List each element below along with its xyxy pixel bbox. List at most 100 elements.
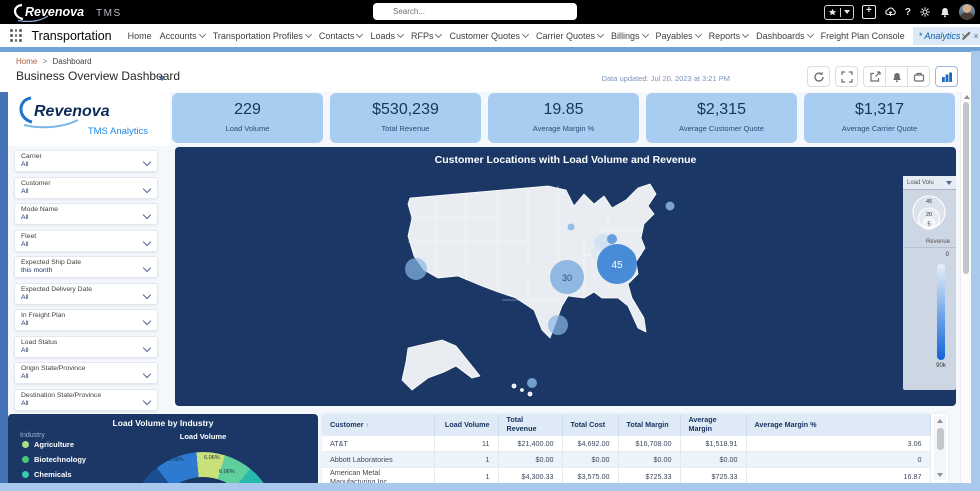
favorites-caret-icon[interactable] xyxy=(841,10,853,14)
guidance-icon[interactable] xyxy=(884,6,897,18)
notifications-bell-icon[interactable] xyxy=(939,6,951,18)
col-total-cost[interactable]: Total Cost xyxy=(562,414,619,435)
table-scrollbar[interactable] xyxy=(934,416,946,480)
page-scrollbar-vertical[interactable] xyxy=(971,51,980,491)
nav-item-dashboards[interactable]: Dashboards xyxy=(756,31,814,41)
scrollbar-thumb[interactable] xyxy=(936,428,944,450)
save-button[interactable] xyxy=(907,66,930,87)
legend-item-biotechnology[interactable]: Biotechnology xyxy=(22,455,86,464)
app-launcher-waffle-icon[interactable] xyxy=(10,29,22,42)
data-updated-timestamp: Data updated: Jul 20, 2023 at 3:21 PM xyxy=(601,74,730,83)
sidebar-logo-card: Revenova TMS Analytics xyxy=(8,92,170,146)
fullscreen-button[interactable] xyxy=(835,66,858,87)
filter-mode-name[interactable]: Mode Name All xyxy=(14,203,158,225)
scrollbar-thumb[interactable] xyxy=(963,102,969,274)
legend-dot xyxy=(22,456,29,463)
chevron-down-icon xyxy=(521,30,530,39)
chevron-down-icon xyxy=(435,30,443,39)
nav-item-payables[interactable]: Payables xyxy=(656,31,702,41)
kpi-load-volume[interactable]: 229 Load Volume xyxy=(172,93,323,143)
table-row[interactable]: AT&T 11 $21,400.00 $4,692.00 $16,708.00 … xyxy=(322,434,931,451)
nav-item-home[interactable]: Home xyxy=(127,30,152,41)
nav-item-reports[interactable]: Reports xyxy=(709,30,750,41)
nav-item-customer-quotes[interactable]: Customer Quotes xyxy=(449,30,530,41)
legend-item-agriculture[interactable]: Agriculture xyxy=(22,440,74,449)
dashboard-scrollbar[interactable] xyxy=(960,92,972,483)
legend-item-chemicals[interactable]: Chemicals xyxy=(22,470,72,479)
legend-field-dropdown[interactable]: Load Volu xyxy=(903,176,956,190)
nav-item-contacts[interactable]: Contacts xyxy=(319,30,364,41)
subscribe-button[interactable] xyxy=(885,66,907,87)
col-customer[interactable]: Customer ↑ xyxy=(322,414,435,435)
chevron-down-icon xyxy=(396,30,405,39)
col-average-margin[interactable]: Average Margin xyxy=(680,414,747,435)
nav-item-accounts[interactable]: Accounts xyxy=(160,31,206,41)
table-row[interactable]: Abbott Laboratories 1 $0.00 $0.00 $0.00 … xyxy=(322,450,931,467)
global-header: Revenova TMS + ? xyxy=(0,0,980,24)
nav-item-rfps[interactable]: RFPs xyxy=(411,30,443,41)
col-load-volume[interactable]: Load Volume xyxy=(434,414,499,435)
filter-expected-ship-date[interactable]: Expected Ship Date this month xyxy=(14,256,158,278)
table-row[interactable]: American Metal Manufacturing Inc 1 $4,30… xyxy=(322,466,931,483)
load-volume-by-industry-panel: Load Volume by Industry Industry Agricul… xyxy=(8,414,318,483)
svg-text:TMS Analytics: TMS Analytics xyxy=(88,126,148,137)
setup-gear-icon[interactable] xyxy=(919,6,931,18)
nav-item-freight-plan-console[interactable]: Freight Plan Console xyxy=(820,30,905,41)
filter-load-status[interactable]: Load Status All xyxy=(14,336,158,358)
fullscreen-icon xyxy=(840,70,853,83)
kpi-total-revenue[interactable]: $530,239 Total Revenue xyxy=(330,93,481,143)
chevron-down-icon xyxy=(356,30,364,39)
page-scrollbar-horizontal[interactable] xyxy=(0,483,980,491)
kpi-average-carrier-quote[interactable]: $1,317 Average Carrier Quote xyxy=(804,93,955,143)
industry-measure-label: Load Volume xyxy=(179,432,227,441)
kpi-average-customer-quote[interactable]: $2,315 Average Customer Quote xyxy=(646,93,797,143)
col-total-margin[interactable]: Total Margin xyxy=(618,414,681,435)
filter-destination-state[interactable]: Destination State/Province All xyxy=(14,389,158,411)
slice-label: 9.09% xyxy=(168,457,184,463)
tab-analytics[interactable]: * Analytics × xyxy=(912,26,980,45)
favorites-button[interactable] xyxy=(823,4,854,20)
filter-customer[interactable]: Customer All xyxy=(14,177,158,199)
filter-carrier[interactable]: Carrier All xyxy=(14,150,158,172)
industry-column-label: Industry xyxy=(20,432,45,439)
filter-in-freight-plan[interactable]: In Freight Plan All xyxy=(14,309,158,331)
share-button[interactable] xyxy=(863,66,885,87)
help-icon[interactable]: ? xyxy=(904,6,911,18)
user-avatar[interactable] xyxy=(959,4,975,20)
search-input[interactable] xyxy=(373,3,577,20)
filter-expected-delivery-date[interactable]: Expected Delivery Date All xyxy=(14,283,158,305)
map-title: Customer Locations with Load Volume and … xyxy=(434,154,697,166)
nav-item-billings[interactable]: Billings xyxy=(611,31,649,41)
scroll-down-icon[interactable] xyxy=(937,473,943,477)
bubble-45[interactable] xyxy=(597,244,637,284)
nav-item-loads[interactable]: Loads xyxy=(370,30,405,41)
us-mainland xyxy=(407,183,657,339)
slice-label: 6.06% xyxy=(204,455,220,461)
kpi-average-margin[interactable]: 19.85 Average Margin % xyxy=(488,93,639,143)
breadcrumb-home-link[interactable]: Home xyxy=(16,57,38,66)
map-bubbles[interactable]: 45 30 xyxy=(405,201,675,389)
scroll-up-icon[interactable] xyxy=(963,95,970,99)
nav-item-transportation-profiles[interactable]: Transportation Profiles xyxy=(213,31,312,41)
col-total-revenue[interactable]: Total Revenue xyxy=(498,414,563,435)
dashboard-picker-caret-icon[interactable] xyxy=(158,76,166,81)
close-tab-icon[interactable]: × xyxy=(973,30,979,41)
global-add-button[interactable]: + xyxy=(861,5,876,19)
edit-nav-pencil-icon[interactable] xyxy=(961,30,972,41)
nav-item-carrier-quotes[interactable]: Carrier Quotes xyxy=(536,31,605,41)
bubble-30[interactable] xyxy=(550,260,584,294)
revenue-gradient-bar xyxy=(937,264,945,360)
svg-text:TMS: TMS xyxy=(96,8,122,19)
filter-fleet[interactable]: Fleet All xyxy=(14,230,158,252)
svg-text:Revenova: Revenova xyxy=(25,5,84,19)
revenova-analytics-logo: Revenova TMS Analytics xyxy=(19,96,148,137)
refresh-button[interactable] xyxy=(807,66,830,87)
scroll-up-icon[interactable] xyxy=(937,419,943,423)
dashboard-canvas: Revenova TMS Analytics Carrier All Custom… xyxy=(0,92,980,483)
filter-origin-state[interactable]: Origin State/Province All xyxy=(14,362,158,384)
sort-asc-icon: ↑ xyxy=(365,422,369,429)
map-legend: Load Volu 45 20 5 Revenue 0 90k xyxy=(903,176,956,390)
chevron-down-icon xyxy=(742,30,750,39)
charts-panel-button[interactable] xyxy=(935,66,958,87)
col-average-margin-pct[interactable]: Average Margin % xyxy=(746,414,931,435)
